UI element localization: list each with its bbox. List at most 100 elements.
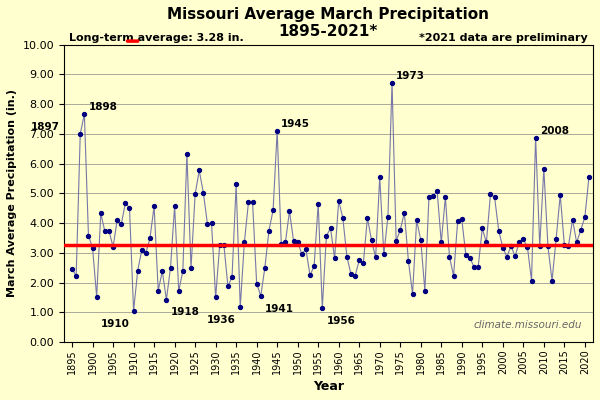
Point bbox=[445, 254, 454, 260]
Point bbox=[76, 131, 85, 137]
Point bbox=[83, 232, 93, 239]
Point bbox=[395, 227, 405, 233]
Text: 1973: 1973 bbox=[396, 71, 425, 81]
Point bbox=[478, 225, 487, 232]
Point bbox=[379, 251, 389, 258]
Point bbox=[112, 217, 122, 223]
Point bbox=[211, 294, 220, 301]
Point bbox=[203, 221, 212, 227]
Point bbox=[375, 174, 385, 180]
Point bbox=[584, 174, 594, 180]
Point bbox=[482, 239, 491, 246]
Point bbox=[416, 237, 425, 243]
Point bbox=[301, 246, 311, 252]
Point bbox=[568, 216, 577, 223]
Point bbox=[400, 210, 409, 216]
Point bbox=[256, 293, 266, 299]
Point bbox=[367, 237, 376, 244]
Y-axis label: March Average Precipitation (in.): March Average Precipitation (in.) bbox=[7, 89, 17, 297]
Point bbox=[137, 247, 146, 253]
Point bbox=[330, 255, 340, 262]
Point bbox=[92, 294, 101, 300]
Point bbox=[404, 258, 413, 264]
Point bbox=[412, 217, 421, 223]
Text: 1945: 1945 bbox=[281, 120, 310, 130]
Point bbox=[572, 239, 581, 246]
Point bbox=[80, 111, 89, 117]
Point bbox=[449, 272, 458, 279]
Point bbox=[494, 227, 503, 234]
Point bbox=[190, 191, 200, 198]
Point bbox=[563, 243, 573, 249]
Point bbox=[543, 243, 553, 250]
Point bbox=[154, 288, 163, 294]
Point bbox=[104, 227, 114, 234]
Point bbox=[469, 264, 479, 270]
Point bbox=[408, 291, 418, 297]
Point bbox=[490, 194, 499, 200]
Point bbox=[207, 220, 217, 226]
Point bbox=[145, 235, 155, 241]
Point bbox=[281, 239, 290, 246]
Point bbox=[485, 191, 495, 197]
Point bbox=[227, 274, 237, 280]
Point bbox=[322, 233, 331, 239]
Text: 1897: 1897 bbox=[31, 122, 60, 132]
Text: 1956: 1956 bbox=[326, 316, 355, 326]
Point bbox=[502, 254, 512, 260]
Point bbox=[518, 236, 528, 243]
Point bbox=[100, 228, 110, 235]
Point bbox=[498, 244, 508, 251]
Point bbox=[305, 272, 315, 278]
Point bbox=[428, 192, 438, 199]
Point bbox=[232, 181, 241, 188]
Point bbox=[391, 238, 401, 244]
Text: climate.missouri.edu: climate.missouri.edu bbox=[474, 320, 583, 330]
Text: Long-term average: 3.28 in.: Long-term average: 3.28 in. bbox=[69, 33, 244, 43]
Text: 2008: 2008 bbox=[540, 126, 569, 136]
Point bbox=[67, 266, 77, 272]
Point bbox=[457, 216, 467, 222]
Point bbox=[141, 250, 151, 256]
Point bbox=[433, 188, 442, 194]
Point bbox=[355, 257, 364, 264]
Point bbox=[129, 308, 139, 314]
Point bbox=[244, 199, 253, 206]
Point bbox=[514, 238, 524, 245]
Point bbox=[277, 241, 286, 247]
Point bbox=[473, 264, 483, 270]
Point bbox=[309, 263, 319, 270]
Point bbox=[326, 225, 335, 231]
Point bbox=[436, 239, 446, 246]
Point bbox=[219, 241, 229, 248]
Point bbox=[161, 296, 171, 303]
Point bbox=[108, 244, 118, 250]
Point bbox=[580, 214, 590, 220]
Point bbox=[362, 214, 372, 221]
Point bbox=[334, 198, 344, 204]
Point bbox=[121, 200, 130, 206]
Point bbox=[182, 151, 192, 157]
Point bbox=[556, 192, 565, 198]
Text: 1918: 1918 bbox=[170, 308, 199, 318]
Point bbox=[547, 277, 557, 284]
X-axis label: Year: Year bbox=[313, 380, 344, 393]
Point bbox=[252, 280, 262, 287]
Point bbox=[116, 221, 126, 227]
Point bbox=[260, 264, 269, 271]
Point bbox=[551, 236, 561, 242]
Text: 1936: 1936 bbox=[207, 315, 236, 325]
Point bbox=[560, 242, 569, 248]
Point bbox=[297, 251, 307, 258]
Point bbox=[523, 244, 532, 250]
Text: *2021 data are preliminary: *2021 data are preliminary bbox=[419, 33, 588, 43]
Title: Missouri Average March Precipitation
1895-2021*: Missouri Average March Precipitation 189… bbox=[167, 7, 490, 39]
Point bbox=[535, 243, 545, 250]
Point bbox=[125, 204, 134, 211]
Point bbox=[420, 288, 430, 294]
Point bbox=[531, 134, 541, 141]
Point bbox=[338, 214, 347, 221]
Point bbox=[576, 227, 586, 233]
Point bbox=[166, 264, 175, 271]
Point bbox=[539, 166, 548, 172]
